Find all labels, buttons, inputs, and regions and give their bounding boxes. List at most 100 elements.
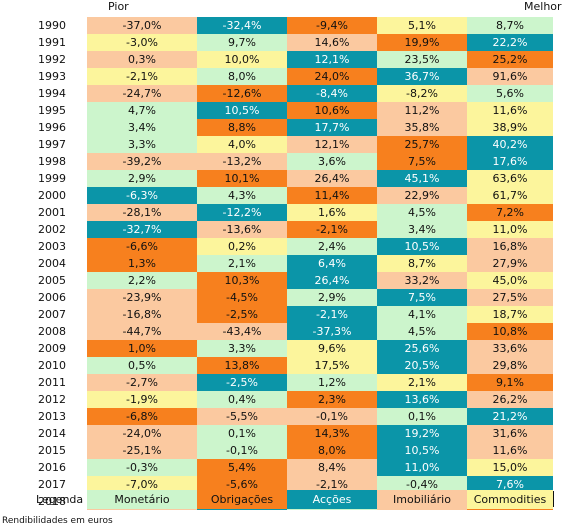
- return-cell: 7,2%: [467, 204, 553, 221]
- return-cell: 26,4%: [287, 170, 377, 187]
- legend-item: Imobiliário: [377, 490, 467, 509]
- return-cell: 1,0%: [87, 340, 197, 357]
- return-cell: -6,3%: [87, 187, 197, 204]
- return-cell: -2,1%: [287, 476, 377, 493]
- year-label: 2014: [38, 427, 66, 440]
- return-cell: 13,8%: [197, 357, 287, 374]
- return-cell: 10,6%: [287, 102, 377, 119]
- return-cell: 10,8%: [467, 323, 553, 340]
- return-cell: 22,2%: [467, 34, 553, 51]
- return-cell: 4,5%: [377, 204, 467, 221]
- return-cell: -24,7%: [87, 85, 197, 102]
- year-label: 1990: [38, 19, 66, 32]
- return-cell: -39,2%: [87, 153, 197, 170]
- return-cell: 26,4%: [287, 272, 377, 289]
- return-cell: 18,7%: [467, 306, 553, 323]
- year-label: 2007: [38, 308, 66, 321]
- return-cell: 1,3%: [87, 255, 197, 272]
- return-cell: 1,6%: [287, 204, 377, 221]
- return-cell: 11,6%: [467, 442, 553, 459]
- return-cell: 45,0%: [467, 272, 553, 289]
- return-cell: 8,0%: [197, 68, 287, 85]
- return-cell: 17,5%: [287, 357, 377, 374]
- return-cell: -8,2%: [377, 85, 467, 102]
- return-cell: 0,3%: [87, 51, 197, 68]
- year-label: 2009: [38, 342, 66, 355]
- year-label: 2011: [38, 376, 66, 389]
- return-cell: -24,0%: [87, 425, 197, 442]
- year-label: 2013: [38, 410, 66, 423]
- return-cell: 0,5%: [87, 357, 197, 374]
- return-cell: -0,1%: [287, 408, 377, 425]
- return-cell: 8,4%: [287, 459, 377, 476]
- return-cell: -1,9%: [87, 391, 197, 408]
- return-cell: 14,3%: [287, 425, 377, 442]
- return-cell: -2,5%: [197, 306, 287, 323]
- return-cell: 26,2%: [467, 391, 553, 408]
- return-cell: -5,5%: [197, 408, 287, 425]
- year-label: 1993: [38, 70, 66, 83]
- year-label: 2005: [38, 274, 66, 287]
- return-cell: 3,3%: [197, 340, 287, 357]
- return-cell: 0,1%: [197, 425, 287, 442]
- return-cell: 11,4%: [287, 187, 377, 204]
- return-cell: -44,7%: [87, 323, 197, 340]
- return-cell: 7,5%: [377, 289, 467, 306]
- return-cell: 9,6%: [287, 340, 377, 357]
- return-cell: 22,9%: [377, 187, 467, 204]
- return-cell: 3,4%: [87, 119, 197, 136]
- return-cell: 27,5%: [467, 289, 553, 306]
- return-cell: -8,4%: [287, 85, 377, 102]
- return-cell: 35,8%: [377, 119, 467, 136]
- return-cell: -2,5%: [197, 374, 287, 391]
- return-cell: -32,7%: [87, 221, 197, 238]
- return-cell: -13,2%: [197, 153, 287, 170]
- year-label: 2018: [38, 495, 66, 508]
- year-label: 1994: [38, 87, 66, 100]
- return-cell: 0,4%: [197, 391, 287, 408]
- return-cell: 2,4%: [287, 238, 377, 255]
- return-cell: 8,7%: [377, 255, 467, 272]
- return-cell: 5,6%: [467, 85, 553, 102]
- return-cell: 1,2%: [287, 374, 377, 391]
- return-cell: 45,1%: [377, 170, 467, 187]
- return-cell: 10,1%: [197, 170, 287, 187]
- footnote: Rendibilidades em euros: [2, 516, 113, 526]
- return-cell: 36,7%: [377, 68, 467, 85]
- legend-item: Monetário: [87, 490, 197, 509]
- return-cell: -12,2%: [197, 204, 287, 221]
- year-label: 2003: [38, 240, 66, 253]
- year-label: 1997: [38, 138, 66, 151]
- return-cell: 10,5%: [197, 102, 287, 119]
- return-cell: 33,6%: [467, 340, 553, 357]
- return-cell: 9,1%: [467, 374, 553, 391]
- return-cell: -2,7%: [87, 374, 197, 391]
- year-label: 2015: [38, 444, 66, 457]
- return-cell: -6,6%: [87, 238, 197, 255]
- year-label: 1999: [38, 172, 66, 185]
- return-cell: 25,2%: [467, 51, 553, 68]
- return-cell: 8,0%: [287, 442, 377, 459]
- return-cell: 25,7%: [377, 136, 467, 153]
- legend-item: Obrigações: [197, 490, 287, 509]
- legend-end-bar: [553, 491, 554, 507]
- return-cell: -2,1%: [87, 68, 197, 85]
- year-label: 2006: [38, 291, 66, 304]
- return-cell: 24,0%: [287, 68, 377, 85]
- return-cell: 19,9%: [377, 34, 467, 51]
- return-cell: 2,1%: [377, 374, 467, 391]
- return-cell: 5,1%: [377, 17, 467, 34]
- return-cell: 2,2%: [87, 272, 197, 289]
- return-cell: 19,2%: [377, 425, 467, 442]
- return-cell: 9,7%: [197, 34, 287, 51]
- return-cell: 0,2%: [197, 238, 287, 255]
- return-cell: 2,3%: [287, 391, 377, 408]
- return-cell: -2,1%: [287, 306, 377, 323]
- return-cell: 3,3%: [87, 136, 197, 153]
- year-label: 2017: [38, 478, 66, 491]
- return-cell: 10,5%: [377, 442, 467, 459]
- year-label: 1996: [38, 121, 66, 134]
- return-cell: 31,6%: [467, 425, 553, 442]
- year-label: 2002: [38, 223, 66, 236]
